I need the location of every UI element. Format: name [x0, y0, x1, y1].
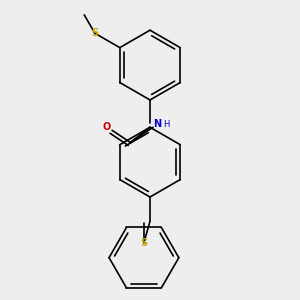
Text: H: H	[164, 120, 170, 129]
Text: S: S	[140, 238, 148, 248]
Text: O: O	[103, 122, 111, 132]
Text: S: S	[91, 28, 98, 38]
Text: N: N	[154, 119, 162, 129]
